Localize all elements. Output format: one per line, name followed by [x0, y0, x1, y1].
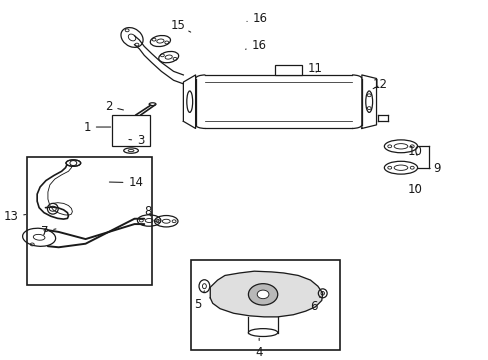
- Text: 16: 16: [245, 39, 266, 52]
- Text: 16: 16: [246, 12, 267, 25]
- Text: 11: 11: [307, 62, 322, 75]
- Text: 7: 7: [41, 225, 56, 238]
- Text: 2: 2: [104, 100, 123, 113]
- Text: 8: 8: [143, 205, 151, 218]
- Text: 4: 4: [255, 338, 263, 359]
- Text: 13: 13: [3, 211, 25, 224]
- Circle shape: [257, 290, 268, 299]
- Text: 10: 10: [407, 183, 421, 196]
- Text: 12: 12: [372, 78, 387, 91]
- Text: 6: 6: [309, 297, 320, 313]
- Text: 3: 3: [129, 134, 144, 148]
- Bar: [190, 261, 339, 350]
- Ellipse shape: [248, 329, 277, 337]
- Bar: [112, 115, 149, 146]
- Text: 15: 15: [171, 19, 190, 32]
- Text: 1: 1: [83, 121, 110, 134]
- Bar: [27, 157, 151, 285]
- Text: 9: 9: [428, 162, 440, 175]
- Text: 14: 14: [109, 176, 143, 189]
- Polygon shape: [210, 271, 322, 317]
- Bar: [274, 65, 302, 75]
- Circle shape: [248, 284, 277, 305]
- Text: 10: 10: [407, 145, 421, 158]
- Text: 5: 5: [194, 291, 204, 311]
